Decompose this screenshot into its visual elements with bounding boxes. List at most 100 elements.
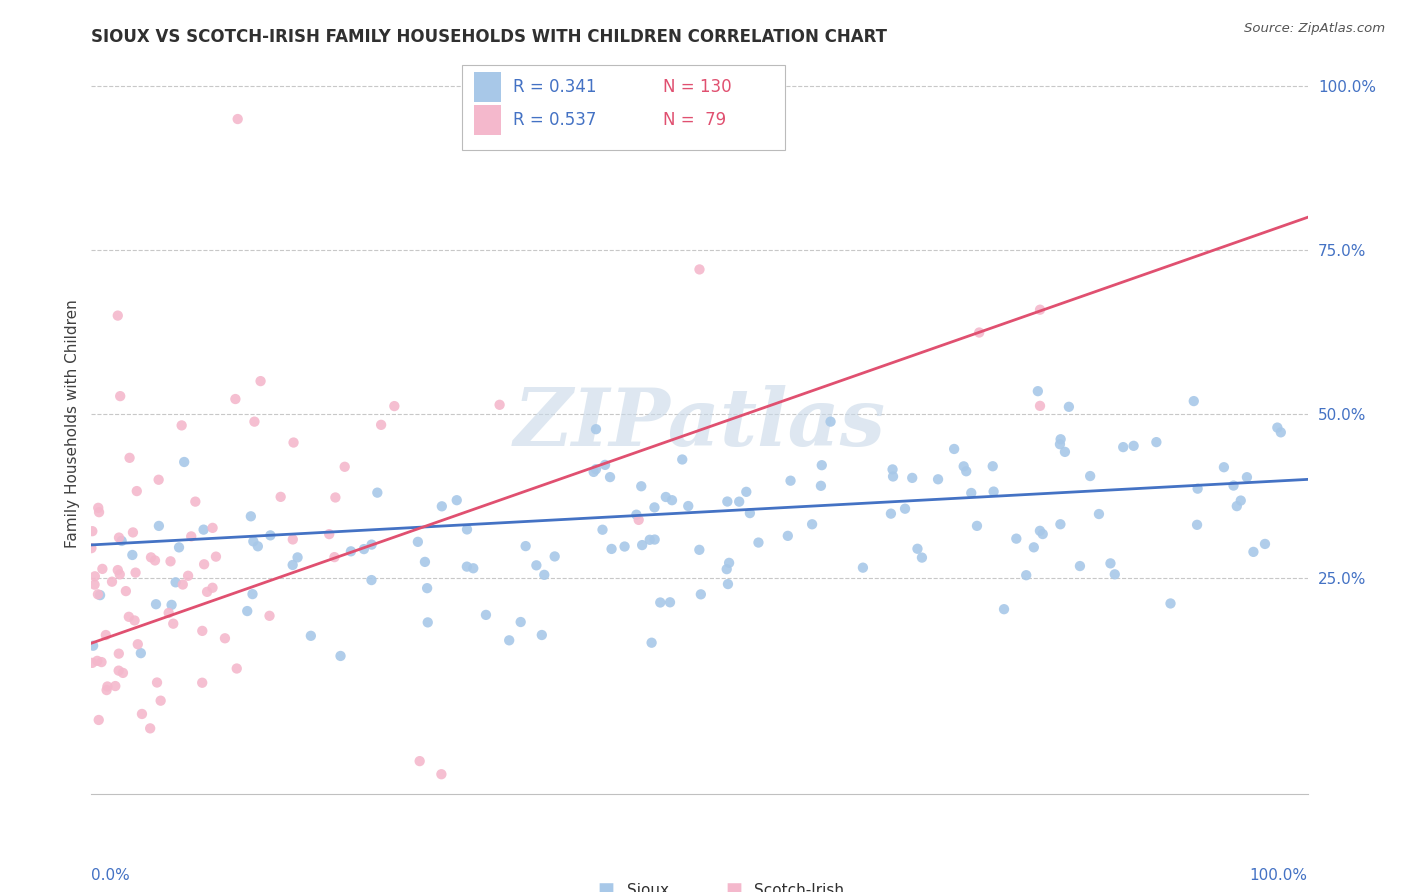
- Point: [416, 581, 439, 595]
- Point: [82, 524, 104, 538]
- Point: [121, 548, 143, 562]
- Point: [124, 614, 146, 628]
- Point: [281, 558, 304, 572]
- FancyBboxPatch shape: [463, 64, 785, 150]
- Point: [1222, 478, 1244, 492]
- Point: [643, 500, 665, 515]
- Point: [143, 553, 166, 567]
- Point: [659, 595, 682, 609]
- Point: [108, 389, 131, 403]
- Point: [139, 722, 162, 736]
- Point: [148, 519, 170, 533]
- Point: [90, 655, 112, 669]
- Point: [236, 604, 259, 618]
- Point: [86, 654, 108, 668]
- Point: [718, 556, 741, 570]
- Point: [1226, 499, 1249, 513]
- Point: [966, 519, 988, 533]
- Point: [82, 656, 104, 670]
- Point: [1029, 524, 1052, 538]
- Point: [430, 500, 453, 514]
- Point: [810, 458, 832, 473]
- Point: [127, 637, 149, 651]
- Text: R = 0.537: R = 0.537: [513, 112, 596, 129]
- Point: [242, 587, 264, 601]
- Point: [139, 550, 162, 565]
- Point: [901, 471, 924, 485]
- Point: [87, 500, 110, 515]
- Point: [631, 538, 654, 552]
- Point: [146, 675, 169, 690]
- Point: [1187, 482, 1209, 496]
- Point: [981, 459, 1004, 474]
- Point: [515, 539, 537, 553]
- Point: [882, 469, 904, 483]
- Point: [111, 665, 134, 680]
- Point: [524, 558, 547, 573]
- Point: [907, 541, 929, 556]
- Point: [160, 598, 183, 612]
- Point: [107, 647, 129, 661]
- Point: [107, 664, 129, 678]
- Point: [630, 479, 652, 493]
- Point: [94, 628, 117, 642]
- Point: [1160, 597, 1182, 611]
- Point: [585, 422, 607, 436]
- Point: [91, 562, 114, 576]
- Point: [104, 679, 127, 693]
- Point: [488, 398, 510, 412]
- Point: [115, 584, 138, 599]
- Point: [83, 577, 105, 591]
- Point: [87, 587, 110, 601]
- Point: [340, 544, 363, 558]
- Text: Scotch-Irish: Scotch-Irish: [754, 882, 844, 892]
- Point: [366, 485, 388, 500]
- Point: [173, 455, 195, 469]
- Point: [810, 479, 832, 493]
- Point: [1122, 439, 1144, 453]
- Point: [1029, 399, 1052, 413]
- Point: [1265, 420, 1288, 434]
- Point: [184, 494, 207, 508]
- Point: [299, 629, 322, 643]
- Point: [820, 415, 842, 429]
- Point: [246, 539, 269, 553]
- Point: [983, 484, 1005, 499]
- Point: [333, 459, 356, 474]
- Point: [638, 533, 661, 547]
- Point: [177, 568, 200, 582]
- Point: [96, 680, 118, 694]
- Point: [107, 309, 129, 323]
- Point: [108, 567, 131, 582]
- Point: [716, 494, 738, 508]
- Point: [353, 542, 375, 557]
- Point: [101, 574, 124, 589]
- Point: [599, 470, 621, 484]
- Point: [446, 493, 468, 508]
- Point: [735, 484, 758, 499]
- Point: [689, 587, 711, 601]
- Point: [172, 577, 194, 591]
- Point: [225, 661, 247, 675]
- Point: [157, 606, 180, 620]
- Point: [600, 541, 623, 556]
- Point: [226, 112, 249, 126]
- Point: [1005, 532, 1028, 546]
- Point: [83, 569, 105, 583]
- Point: [1049, 517, 1071, 532]
- Point: [259, 528, 281, 542]
- Point: [955, 464, 977, 478]
- Point: [201, 581, 224, 595]
- Point: [1185, 517, 1208, 532]
- Point: [463, 561, 485, 575]
- Point: [118, 450, 141, 465]
- Point: [627, 513, 650, 527]
- Point: [224, 392, 246, 406]
- Point: [456, 559, 478, 574]
- Point: [80, 541, 103, 556]
- Point: [148, 473, 170, 487]
- Point: [430, 767, 453, 781]
- Text: ■: ■: [725, 881, 742, 892]
- Point: [1078, 469, 1101, 483]
- Point: [927, 472, 949, 486]
